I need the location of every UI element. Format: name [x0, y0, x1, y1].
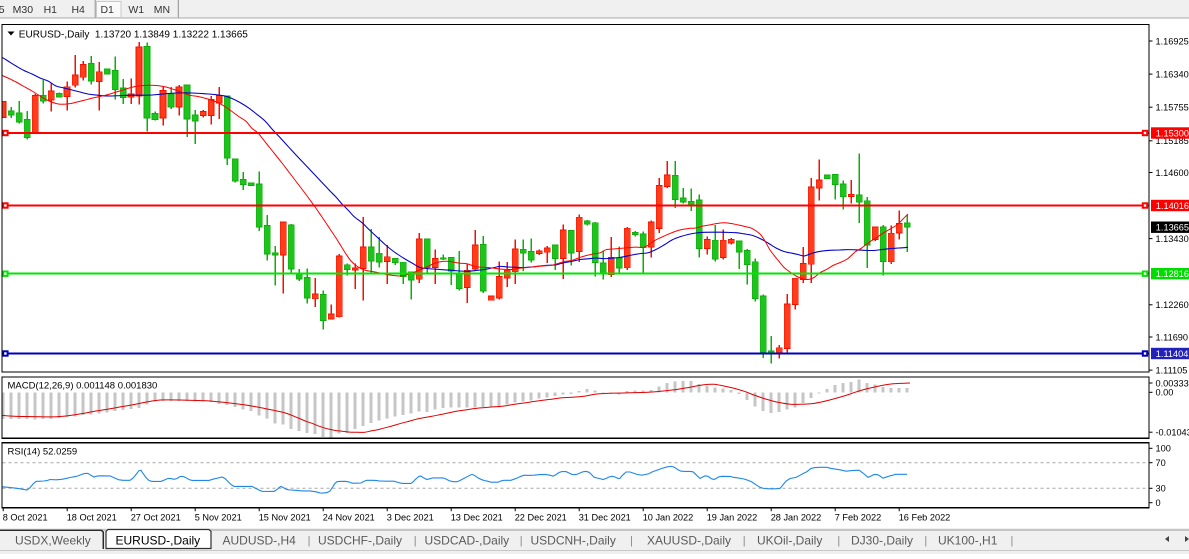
svg-text:15 Nov 2021: 15 Nov 2021	[259, 512, 311, 522]
svg-text:1.11105: 1.11105	[1156, 365, 1188, 375]
svg-text:13 Dec 2021: 13 Dec 2021	[451, 512, 503, 522]
svg-text:UKOil-,Daily: UKOil-,Daily	[757, 534, 822, 548]
svg-text:100: 100	[1156, 444, 1171, 454]
svg-text:0.00: 0.00	[1156, 388, 1174, 398]
svg-text:-0.01043: -0.01043	[1156, 428, 1189, 438]
svg-text:1.11404: 1.11404	[1156, 349, 1189, 359]
svg-text:USDCHF-,Daily: USDCHF-,Daily	[318, 534, 402, 548]
svg-text:MN: MN	[154, 4, 170, 16]
svg-text:1.12816: 1.12816	[1156, 269, 1189, 279]
svg-text:RSI(14) 52.0259: RSI(14) 52.0259	[8, 447, 78, 458]
svg-text:H4: H4	[71, 4, 85, 16]
svg-text:8 Oct 2021: 8 Oct 2021	[3, 512, 48, 522]
svg-text:28 Jan 2022: 28 Jan 2022	[771, 512, 822, 522]
svg-text:31 Dec 2021: 31 Dec 2021	[579, 512, 631, 522]
svg-text:10 Jan 2022: 10 Jan 2022	[643, 512, 694, 522]
svg-text:USDCAD-,Daily: USDCAD-,Daily	[425, 534, 510, 548]
svg-text:1.11690: 1.11690	[1156, 332, 1189, 342]
svg-text:|: |	[743, 535, 746, 547]
svg-text:22 Dec 2021: 22 Dec 2021	[515, 512, 567, 522]
svg-text:1.13665: 1.13665	[1156, 223, 1189, 233]
svg-text:18 Oct 2021: 18 Oct 2021	[67, 512, 117, 522]
svg-text:5 Nov 2021: 5 Nov 2021	[195, 512, 242, 522]
svg-text:1.14600: 1.14600	[1156, 168, 1189, 178]
svg-text:1.16925: 1.16925	[1156, 36, 1189, 46]
svg-text:|: |	[414, 535, 417, 547]
svg-text:|: |	[924, 535, 927, 547]
svg-text:|: |	[630, 535, 633, 547]
svg-text:USDX,Weekly: USDX,Weekly	[15, 534, 91, 548]
svg-text:1.16340: 1.16340	[1156, 69, 1189, 79]
svg-text:7 Feb 2022: 7 Feb 2022	[835, 512, 882, 522]
svg-text:EURUSD-,Daily 1.13720 1.13849: EURUSD-,Daily 1.13720 1.13849 1.13222 1.…	[19, 29, 248, 40]
svg-text:|: |	[837, 535, 840, 547]
svg-text:MACD(12,26,9) 0.001148 0.00183: MACD(12,26,9) 0.001148 0.001830	[8, 381, 158, 392]
svg-text:0: 0	[1156, 498, 1161, 508]
svg-text:EURUSD-,Daily: EURUSD-,Daily	[116, 534, 201, 548]
svg-text:XAUUSD-,Daily: XAUUSD-,Daily	[647, 534, 731, 548]
svg-text:USDCNH-,Daily: USDCNH-,Daily	[531, 534, 616, 548]
svg-text:19 Jan 2022: 19 Jan 2022	[707, 512, 758, 522]
svg-text:1.15755: 1.15755	[1156, 103, 1189, 113]
svg-text:1.12260: 1.12260	[1156, 300, 1189, 310]
svg-text:16 Feb 2022: 16 Feb 2022	[899, 512, 951, 522]
svg-text:UK100-,H1: UK100-,H1	[938, 534, 998, 548]
svg-text:70: 70	[1156, 458, 1166, 468]
svg-text:D1: D1	[100, 4, 114, 16]
svg-text:AUDUSD-,H4: AUDUSD-,H4	[223, 534, 297, 548]
svg-text:3 Dec 2021: 3 Dec 2021	[387, 512, 434, 522]
svg-text:1.15300: 1.15300	[1156, 128, 1189, 138]
svg-text:27 Oct 2021: 27 Oct 2021	[131, 512, 181, 522]
svg-text:W1: W1	[128, 4, 144, 16]
svg-text:5: 5	[0, 4, 5, 16]
svg-text:1.14016: 1.14016	[1156, 201, 1189, 211]
svg-text:H1: H1	[44, 4, 58, 16]
svg-text:M30: M30	[13, 4, 34, 16]
svg-text:1.13430: 1.13430	[1156, 234, 1189, 244]
svg-text:24 Nov 2021: 24 Nov 2021	[323, 512, 375, 522]
svg-text:|: |	[1010, 535, 1013, 547]
svg-text:DJ30-,Daily: DJ30-,Daily	[851, 534, 913, 548]
svg-text:|: |	[308, 535, 311, 547]
svg-text:30: 30	[1156, 484, 1166, 494]
svg-text:|: |	[520, 535, 523, 547]
